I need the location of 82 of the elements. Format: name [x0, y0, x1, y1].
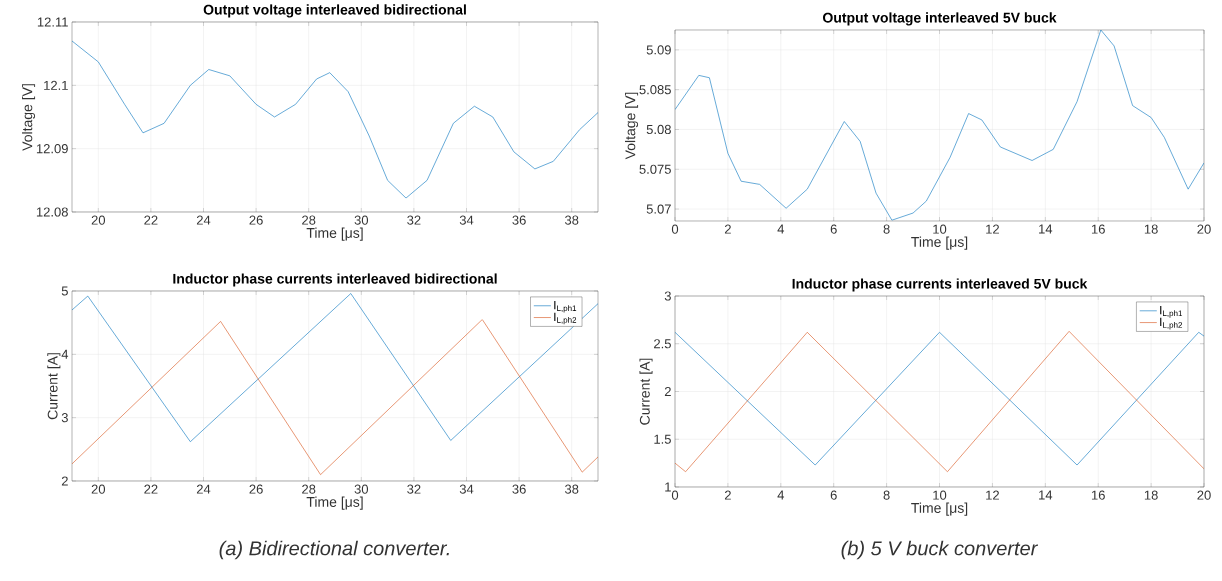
x-axis-title: Time [μs]: [306, 496, 363, 510]
x-tick-label: 34: [459, 215, 474, 225]
x-tick-label: 20: [1197, 224, 1211, 234]
y-tick-label: 2: [664, 386, 671, 397]
x-tick-label: 26: [249, 484, 263, 494]
y-tick-label: 12.09: [36, 144, 68, 154]
x-tick-label: 16: [1091, 490, 1105, 500]
legend-label: I$_{L,ph2}$: [554, 312, 577, 325]
x-tick-label: 36: [512, 215, 526, 225]
x-tick-label: 6: [830, 224, 837, 234]
x-tick-label: 20: [1197, 490, 1211, 500]
x-tick-label: 32: [407, 484, 421, 494]
legend-label: I$_{L,ph1}$: [554, 300, 577, 313]
x-tick-label: 12: [986, 490, 999, 500]
y-tick-label: 2: [61, 476, 68, 486]
line-series: [675, 30, 1205, 221]
x-tick-label: 28: [302, 484, 316, 494]
x-tick-label: 36: [512, 484, 526, 494]
x-tick-label: 0: [671, 490, 679, 500]
text: (b) 5 V buck converter: [841, 540, 1039, 560]
x-tick-label: 8: [883, 224, 890, 234]
x-tick-label: 4: [777, 490, 785, 500]
x-tick-label: 2: [724, 224, 731, 234]
legend-label: I$_{L,ph1}$: [1160, 305, 1183, 318]
x-tick-label: 10: [933, 490, 947, 500]
x-tick-label: 26: [249, 215, 263, 225]
y-tick-label: 1: [665, 482, 671, 492]
y-axis-title: Voltage [V]: [22, 84, 36, 151]
x-tick-label: 18: [1144, 224, 1158, 234]
y-tick-label: 4: [61, 349, 69, 359]
text: (a) Bidirectional converter.: [219, 540, 449, 560]
x-tick-label: 14: [1039, 224, 1053, 234]
y-tick-label: 12.08: [36, 207, 68, 217]
x-tick-label: 24: [196, 215, 211, 225]
x-tick-label: 22: [144, 484, 158, 494]
x-tick-label: 10: [933, 224, 947, 234]
line-series: [72, 319, 599, 475]
chart-title: Inductor phase currents interleaved bidirectional: [173, 273, 497, 287]
y-tick-label: 5.09: [646, 45, 671, 55]
x-tick-label: 38: [564, 215, 579, 225]
x-tick-label: 22: [144, 215, 158, 225]
x-tick-label: 2: [724, 490, 731, 500]
y-axis-title: Current [A]: [47, 353, 61, 420]
x-tick-label: 32: [407, 215, 421, 225]
x-tick-label: 18: [1144, 490, 1158, 500]
y-tick-label: 5: [61, 286, 68, 296]
x-tick-label: 20: [91, 215, 106, 225]
x-tick-label: 16: [1091, 224, 1105, 234]
y-tick-label: 5.08: [646, 124, 671, 135]
x-tick-label: 30: [354, 484, 369, 494]
y-tick-label: 1.5: [654, 434, 671, 444]
x-tick-label: 8: [883, 490, 890, 500]
x-tick-label: 0: [671, 224, 679, 234]
x-tick-label: 28: [302, 215, 316, 225]
legend-label: I$_{L,ph2}$: [1160, 317, 1183, 330]
x-tick-label: 30: [354, 215, 369, 225]
x-tick-label: 12: [986, 224, 999, 234]
y-tick-label: 2.5: [654, 339, 671, 349]
y-tick-label: 3: [61, 413, 68, 423]
x-axis-title: Time [μs]: [911, 236, 968, 250]
y-tick-label: 12.11: [37, 17, 68, 27]
line-series: [72, 40, 599, 199]
y-axis-title: Voltage [V]: [625, 92, 639, 160]
y-tick-label: 5.07: [646, 204, 671, 214]
x-tick-label: 14: [1039, 490, 1053, 500]
line-series: [72, 293, 599, 443]
chart-title: Output voltage interleaved 5V buck: [823, 12, 1057, 26]
x-axis-title: Time [μs]: [911, 502, 968, 516]
x-axis-title: Time [μs]: [306, 227, 363, 241]
y-tick-label: 5.075: [639, 164, 671, 174]
x-tick-label: 34: [459, 484, 474, 494]
x-tick-label: 24: [196, 484, 211, 494]
chart-title: Inductor phase currents interleaved 5V buck: [792, 278, 1088, 292]
y-tick-label: 5.085: [639, 85, 671, 95]
x-tick-label: 6: [830, 490, 837, 500]
chart-title: Output voltage interleaved bidirectional: [203, 4, 466, 18]
x-tick-label: 4: [777, 224, 785, 234]
y-tick-label: 12.1: [44, 80, 68, 90]
x-tick-label: 38: [564, 484, 579, 494]
y-tick-label: 3: [664, 291, 671, 301]
y-axis-title: Current [A]: [639, 358, 653, 425]
x-tick-label: 20: [91, 484, 106, 494]
